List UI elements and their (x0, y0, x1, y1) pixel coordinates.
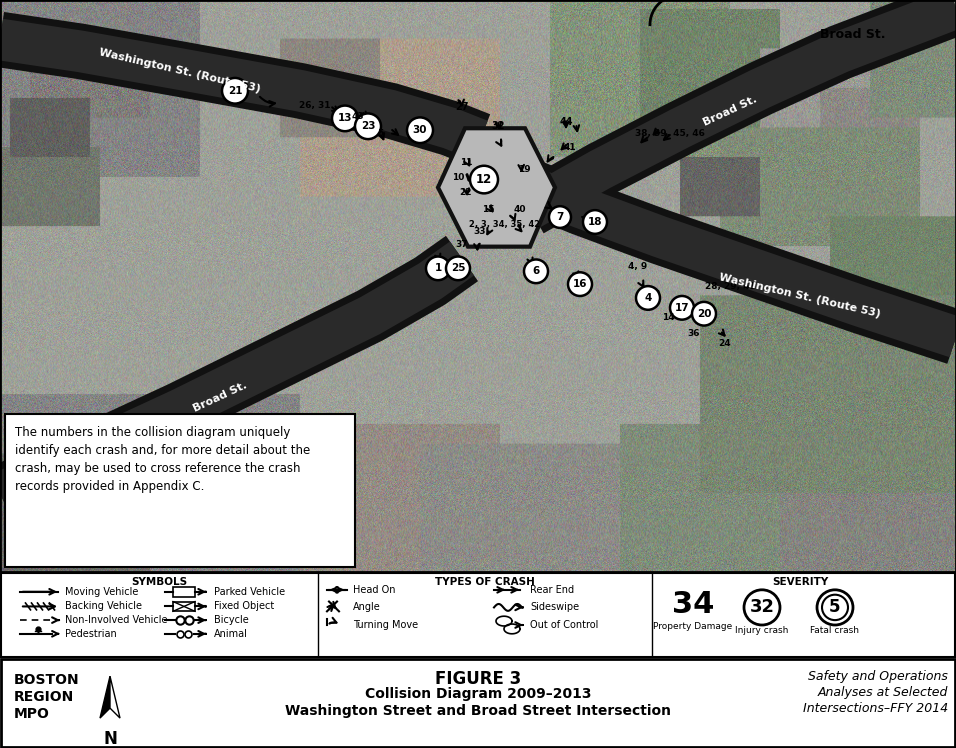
Text: 13: 13 (337, 114, 352, 123)
Text: 12: 12 (476, 173, 492, 186)
Text: Pedestrian: Pedestrian (65, 629, 117, 639)
Bar (173, 601, 195, 611)
Text: The numbers in the collision diagram uniquely
identify each crash and, for more : The numbers in the collision diagram uni… (15, 426, 311, 493)
Text: Safety and Operations: Safety and Operations (808, 670, 948, 683)
Text: Injury crash: Injury crash (735, 626, 789, 635)
Text: 37: 37 (456, 240, 468, 249)
Text: Out of Control: Out of Control (530, 620, 598, 630)
Polygon shape (438, 128, 555, 247)
Text: 15: 15 (482, 205, 494, 214)
Text: 23: 23 (360, 121, 376, 132)
Text: N: N (103, 730, 117, 748)
Circle shape (222, 78, 248, 103)
Text: Fixed Object: Fixed Object (214, 601, 274, 611)
Text: Parked Vehicle: Parked Vehicle (214, 586, 285, 597)
Circle shape (524, 260, 548, 283)
Circle shape (583, 210, 607, 234)
Text: 7: 7 (556, 212, 564, 222)
Text: Rear End: Rear End (530, 585, 575, 595)
Text: 11: 11 (460, 159, 472, 168)
Text: Head On: Head On (353, 585, 396, 595)
Text: Broad St.: Broad St. (820, 28, 885, 41)
Text: Moving Vehicle: Moving Vehicle (65, 586, 139, 597)
Text: Non-Involved Vehicle: Non-Involved Vehicle (65, 615, 167, 625)
Polygon shape (110, 676, 120, 718)
Text: 2, 3, 34, 35, 42: 2, 3, 34, 35, 42 (469, 221, 540, 230)
Polygon shape (100, 676, 110, 718)
Text: Collision Diagram 2009–2013: Collision Diagram 2009–2013 (365, 687, 591, 701)
Circle shape (355, 114, 381, 139)
Text: 34: 34 (672, 590, 714, 619)
Text: Broad St.: Broad St. (191, 380, 249, 414)
Circle shape (692, 302, 716, 325)
Text: SYMBOLS: SYMBOLS (131, 577, 187, 587)
Text: Sideswipe: Sideswipe (530, 602, 579, 613)
Text: 5: 5 (829, 598, 840, 616)
Text: Property Damage: Property Damage (653, 622, 732, 631)
Text: 17: 17 (675, 303, 689, 313)
Circle shape (636, 286, 660, 310)
Text: Analyses at Selected: Analyses at Selected (817, 686, 948, 699)
Text: Washington St. (Route 53): Washington St. (Route 53) (98, 48, 262, 94)
Text: FIGURE 3: FIGURE 3 (435, 670, 521, 688)
Circle shape (744, 590, 780, 625)
Text: 33: 33 (474, 227, 487, 236)
Circle shape (670, 296, 694, 319)
Text: Backing Vehicle: Backing Vehicle (65, 601, 142, 611)
Text: Bicycle: Bicycle (214, 615, 249, 625)
Text: 40: 40 (513, 205, 526, 214)
Circle shape (470, 166, 498, 194)
Text: 32: 32 (491, 121, 505, 132)
Text: 26, 31: 26, 31 (299, 101, 331, 110)
Text: 21: 21 (228, 86, 242, 96)
Text: 43: 43 (352, 112, 364, 121)
Text: 14: 14 (662, 313, 674, 322)
Text: 4: 4 (644, 293, 652, 303)
Text: 19: 19 (518, 165, 531, 174)
Text: TYPES OF CRASH: TYPES OF CRASH (435, 577, 535, 587)
Bar (173, 587, 195, 597)
Text: 10: 10 (452, 173, 465, 182)
Text: 6: 6 (532, 266, 539, 276)
Text: REGION: REGION (14, 690, 75, 704)
Text: MPO: MPO (14, 707, 50, 721)
Circle shape (446, 257, 470, 280)
Text: 22: 22 (460, 188, 472, 197)
Circle shape (407, 117, 433, 143)
Text: 1: 1 (434, 263, 442, 273)
Text: 4, 9: 4, 9 (628, 262, 647, 271)
Text: Fatal crash: Fatal crash (811, 626, 859, 635)
Text: SEVERITY: SEVERITY (771, 577, 828, 587)
Text: 41: 41 (564, 144, 576, 153)
Text: 5: 5 (377, 129, 383, 138)
Text: BOSTON: BOSTON (14, 673, 79, 687)
Text: 30: 30 (413, 125, 427, 135)
Text: Intersections–FFY 2014: Intersections–FFY 2014 (803, 702, 948, 715)
Text: 44: 44 (559, 117, 573, 127)
Text: Washington Street and Broad Street Intersection: Washington Street and Broad Street Inter… (285, 704, 671, 718)
FancyBboxPatch shape (5, 414, 355, 567)
Text: 20: 20 (697, 309, 711, 319)
Text: 18: 18 (588, 217, 602, 227)
Circle shape (822, 595, 848, 620)
Text: Angle: Angle (353, 602, 380, 613)
Text: 24: 24 (719, 339, 731, 348)
Text: Washington St. (Route 53): Washington St. (Route 53) (718, 272, 881, 319)
Circle shape (332, 105, 358, 131)
Text: 28, 29, 41: 28, 29, 41 (705, 281, 755, 291)
Text: Broad St.: Broad St. (702, 94, 758, 127)
Text: 38, 39, 45, 46: 38, 39, 45, 46 (635, 129, 705, 138)
Text: 27: 27 (455, 102, 468, 111)
Text: 32: 32 (750, 598, 774, 616)
Circle shape (568, 272, 592, 296)
Text: 36: 36 (687, 329, 700, 338)
Circle shape (549, 206, 571, 228)
Circle shape (426, 257, 450, 280)
Text: 25: 25 (450, 263, 466, 273)
Text: Animal: Animal (214, 629, 248, 639)
Text: 16: 16 (573, 279, 587, 289)
Text: Turning Move: Turning Move (353, 620, 418, 630)
Circle shape (817, 590, 853, 625)
